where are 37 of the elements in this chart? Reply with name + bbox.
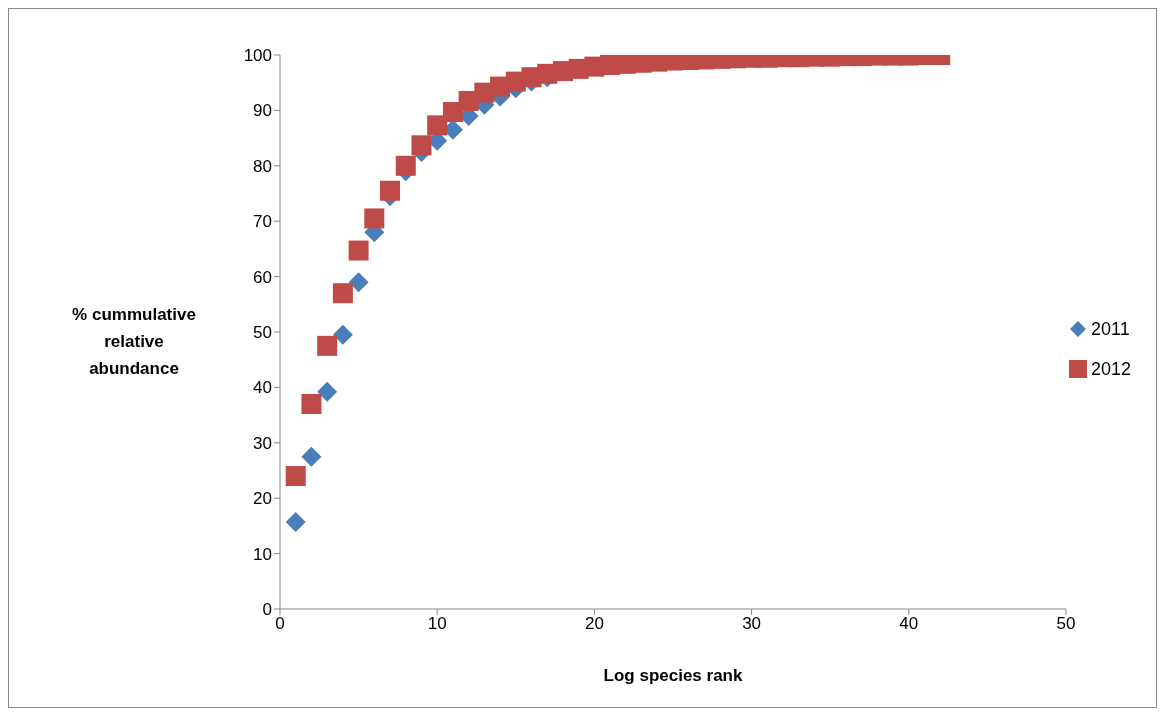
y-axis-title: % cummulative relative abundance xyxy=(71,304,197,380)
y-tick-label: 40 xyxy=(253,378,272,398)
legend-label: 2011 xyxy=(1091,318,1130,340)
point xyxy=(442,102,463,123)
point xyxy=(348,272,369,293)
legend-label: 2012 xyxy=(1091,358,1132,380)
y-tick-label: 70 xyxy=(253,212,272,232)
point xyxy=(301,394,322,415)
x-tick-label: 50 xyxy=(1056,614,1076,634)
x-tick-label: 20 xyxy=(584,614,604,634)
point xyxy=(332,283,353,304)
point xyxy=(411,135,432,156)
y-tick-label: 20 xyxy=(253,489,272,509)
point xyxy=(317,381,338,402)
point xyxy=(285,466,306,487)
x-tick-label: 0 xyxy=(275,614,285,634)
x-axis-title: Log species rank xyxy=(603,666,743,686)
y-tick-label: 10 xyxy=(253,544,272,564)
point xyxy=(332,324,353,345)
y-tick-label: 60 xyxy=(253,267,272,287)
y-tick-label: 100 xyxy=(243,46,272,66)
y-tick-label: 30 xyxy=(253,433,272,453)
x-tick-label: 10 xyxy=(427,614,447,634)
point xyxy=(427,115,448,136)
y-tick-label: 50 xyxy=(253,323,272,343)
point xyxy=(364,208,385,229)
point xyxy=(395,155,416,176)
point xyxy=(317,335,338,356)
y-tick-label: 90 xyxy=(253,101,272,121)
point xyxy=(285,512,306,533)
y-tick-label: 0 xyxy=(262,600,272,620)
point xyxy=(301,446,322,467)
point xyxy=(380,180,401,201)
point xyxy=(348,240,369,261)
y-tick-label: 80 xyxy=(253,156,272,176)
x-tick-label: 30 xyxy=(742,614,762,634)
x-tick-label: 40 xyxy=(899,614,919,634)
